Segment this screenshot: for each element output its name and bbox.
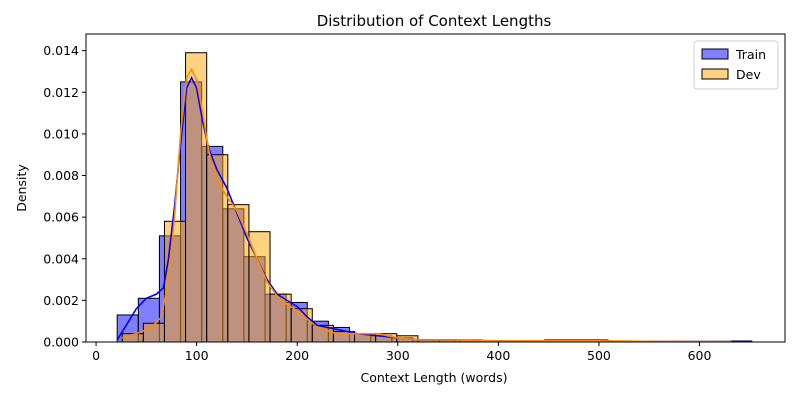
y-tick-label-6: 0.012: [43, 85, 79, 100]
legend-label-dev: Dev: [736, 67, 761, 82]
kde-line-dev: [121, 67, 732, 343]
x-tick-label-100: 100: [185, 348, 209, 363]
bar-dev-3: [185, 52, 208, 343]
legend: Train Dev: [693, 40, 779, 90]
legend-swatch-dev: [701, 68, 729, 80]
y-tick-label-1: 0.002: [43, 293, 79, 308]
y-tick-label-3: 0.006: [43, 210, 79, 225]
series-dev-bars: [121, 52, 733, 343]
legend-swatch-train: [701, 48, 729, 60]
x-tick-label-400: 400: [486, 348, 510, 363]
legend-label-train: Train: [735, 47, 766, 62]
x-axis-label: Context Length (words): [360, 370, 507, 385]
y-tick-label-5: 0.010: [43, 126, 79, 141]
chart-title: Distribution of Context Lengths: [317, 12, 552, 30]
x-tick-label-300: 300: [386, 348, 410, 363]
bar-dev-5: [227, 204, 250, 343]
x-tick-label-200: 200: [285, 348, 309, 363]
y-tick-label-0: 0.000: [43, 335, 79, 350]
y-axis: 0.000 0.002 0.004 0.006 0.008 0.010 0.012 0.014: [43, 43, 86, 350]
y-tick-label-2: 0.004: [43, 251, 79, 266]
plot-area: [116, 52, 753, 343]
y-axis-label: Density: [14, 164, 29, 212]
x-axis: 0 100 200 300 400 500 600: [92, 342, 711, 363]
y-tick-label-4: 0.008: [43, 168, 79, 183]
x-tick-label-500: 500: [587, 348, 611, 363]
plot-frame: [85, 33, 786, 343]
x-tick-label-600: 600: [688, 348, 712, 363]
bar-dev-1: [142, 322, 165, 343]
x-tick-label-0: 0: [92, 348, 100, 363]
y-tick-label-7: 0.014: [43, 43, 79, 58]
